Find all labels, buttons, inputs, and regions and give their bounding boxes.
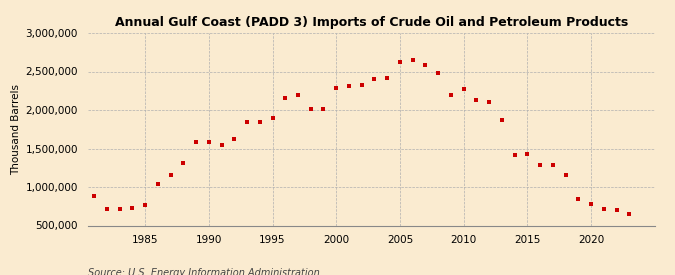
Point	[458, 87, 469, 91]
Point	[305, 107, 316, 111]
Point	[509, 152, 520, 157]
Point	[420, 63, 431, 68]
Point	[331, 86, 342, 91]
Point	[254, 119, 265, 124]
Point	[560, 173, 571, 178]
Point	[153, 182, 163, 186]
Point	[190, 140, 201, 145]
Point	[598, 207, 609, 211]
Title: Annual Gulf Coast (PADD 3) Imports of Crude Oil and Petroleum Products: Annual Gulf Coast (PADD 3) Imports of Cr…	[115, 16, 628, 29]
Point	[229, 137, 240, 141]
Point	[267, 116, 278, 121]
Point	[292, 92, 303, 97]
Point	[242, 119, 252, 124]
Point	[114, 207, 125, 211]
Point	[573, 197, 584, 202]
Point	[140, 203, 151, 208]
Point	[178, 161, 189, 165]
Point	[407, 58, 418, 62]
Point	[535, 163, 545, 167]
Point	[344, 84, 354, 88]
Point	[382, 75, 393, 80]
Point	[101, 207, 112, 211]
Point	[165, 173, 176, 178]
Point	[369, 77, 380, 81]
Point	[586, 202, 597, 206]
Point	[394, 60, 405, 64]
Point	[433, 71, 443, 75]
Point	[203, 139, 214, 144]
Point	[280, 96, 291, 101]
Point	[216, 143, 227, 148]
Point	[471, 98, 482, 102]
Point	[547, 163, 558, 168]
Point	[446, 93, 456, 98]
Point	[522, 152, 533, 156]
Point	[624, 212, 634, 216]
Point	[611, 208, 622, 212]
Point	[496, 118, 507, 122]
Point	[127, 206, 138, 210]
Point	[356, 83, 367, 87]
Y-axis label: Thousand Barrels: Thousand Barrels	[11, 84, 22, 175]
Point	[88, 194, 99, 199]
Point	[484, 100, 495, 104]
Text: Source: U.S. Energy Information Administration: Source: U.S. Energy Information Administ…	[88, 268, 319, 275]
Point	[318, 107, 329, 111]
